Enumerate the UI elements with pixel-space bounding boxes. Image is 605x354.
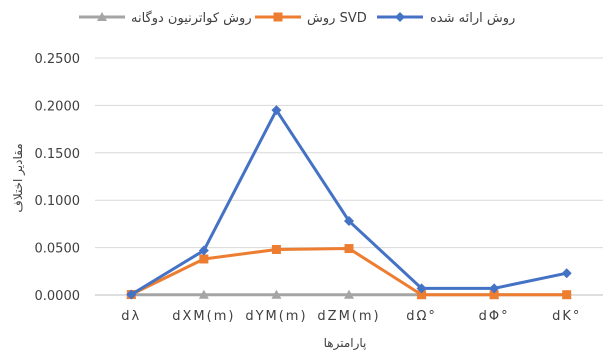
data-point [417, 290, 427, 300]
plot-area [126, 105, 572, 300]
data-point [344, 216, 354, 227]
data-point [561, 268, 572, 279]
y-tick-label: 0.1500 [35, 147, 81, 162]
legend-item: روش ارائه شده [377, 11, 515, 26]
y-tick-label: 0.0500 [35, 242, 81, 257]
x-axis-title: پارامترها [324, 336, 367, 351]
legend-label: روش ارائه شده [430, 11, 515, 26]
grid [95, 57, 603, 296]
x-tick-label: dYM(m) [245, 309, 307, 324]
data-point [489, 283, 500, 294]
data-point [416, 283, 427, 294]
data-point [198, 289, 209, 299]
data-point [344, 244, 354, 254]
series-2 [126, 244, 572, 300]
x-tick-label: dK° [552, 309, 581, 324]
legend-marker [97, 12, 107, 21]
y-axis: 0.0000 0.0500 0.1000 0.1500 0.2000 0.2500 [35, 52, 81, 304]
data-point [562, 290, 572, 300]
x-tick-label: dZM(m) [317, 309, 380, 324]
legend-marker [395, 12, 405, 22]
data-point [271, 105, 282, 116]
y-tick-label: 0.1000 [35, 194, 81, 209]
series-1 [126, 105, 572, 300]
y-tick-label: 0.0000 [35, 289, 81, 304]
x-tick-label: dXM(m) [172, 309, 235, 324]
x-tick-label: dλ [121, 309, 141, 324]
data-point [198, 245, 209, 256]
y-tick-label: 0.2500 [35, 52, 81, 67]
y-tick-label: 0.2000 [35, 99, 81, 114]
data-point [271, 289, 282, 299]
data-point [271, 244, 281, 254]
legend-label: روش SVD [307, 11, 367, 26]
data-point [126, 289, 137, 300]
x-tick-label: dΩ° [406, 309, 437, 324]
y-axis-title: مقادیر اختلاف [11, 143, 26, 212]
data-point [199, 254, 209, 264]
legend-item: روش SVD [255, 11, 367, 26]
data-point [489, 290, 499, 300]
data-point [344, 289, 354, 299]
legend: روش ارائه شده روش SVD روش کواترنیون دوگانه [79, 10, 515, 26]
series-line [130, 108, 568, 296]
legend-marker [273, 12, 283, 22]
legend-item: روش کواترنیون دوگانه [79, 10, 252, 26]
x-axis: dλ dXM(m) dYM(m) dZM(m) dΩ° dΦ° dK° [121, 309, 581, 324]
legend-label: روش کواترنیون دوگانه [131, 10, 252, 26]
x-tick-label: dΦ° [479, 309, 510, 324]
